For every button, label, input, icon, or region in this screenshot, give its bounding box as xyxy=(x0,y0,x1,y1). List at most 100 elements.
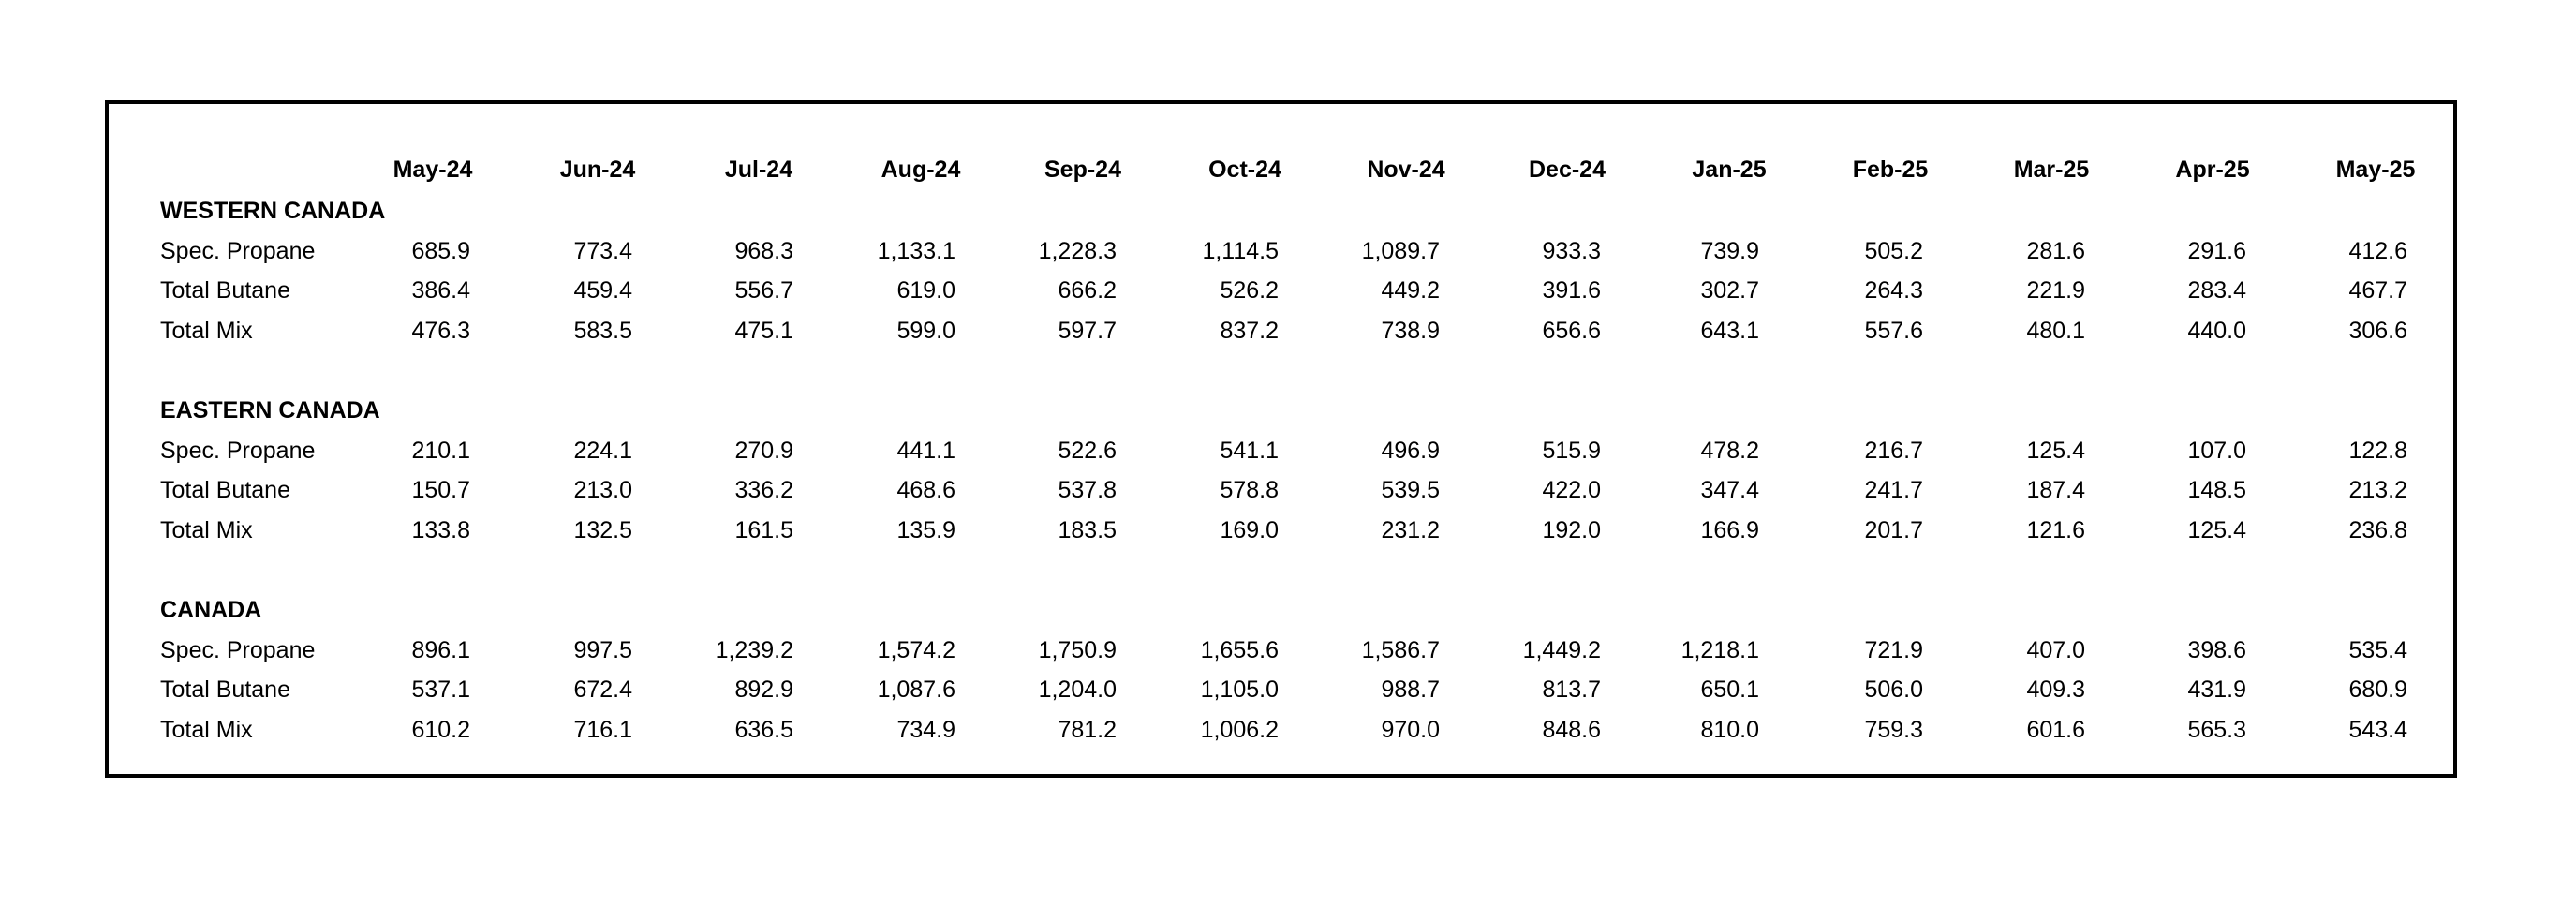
table-cell: 475.1 xyxy=(734,317,793,344)
table-cell: 241.7 xyxy=(1864,477,1923,503)
table-cell: 1,089.7 xyxy=(1361,237,1440,264)
column-header-dec-24: Dec-24 xyxy=(1529,156,1606,183)
table-cell: 264.3 xyxy=(1864,277,1923,304)
column-header-jun-24: Jun-24 xyxy=(559,156,636,183)
table-cell: 150.7 xyxy=(411,477,470,503)
table-cell: 148.5 xyxy=(2187,477,2246,503)
table-cell: 236.8 xyxy=(2348,516,2407,543)
table-cell: 537.1 xyxy=(411,677,470,703)
table-cell: 988.7 xyxy=(1381,677,1440,703)
table-cell: 386.4 xyxy=(411,277,470,304)
table-cell: 539.5 xyxy=(1381,477,1440,503)
table-cell: 132.5 xyxy=(573,516,632,543)
table-cell: 970.0 xyxy=(1381,716,1440,743)
table-cell: 739.9 xyxy=(1700,237,1759,264)
table-cell: 122.8 xyxy=(2348,437,2407,464)
table-cell: 565.3 xyxy=(2187,716,2246,743)
table-cell: 1,449.2 xyxy=(1522,636,1601,663)
row-label: Spec. Propane xyxy=(160,437,316,464)
table-cell: 541.1 xyxy=(1220,437,1279,464)
table-cell: 656.6 xyxy=(1542,317,1601,344)
table-cell: 302.7 xyxy=(1700,277,1759,304)
table-cell: 1,114.5 xyxy=(1202,237,1279,264)
table-cell: 643.1 xyxy=(1700,317,1759,344)
table-row: Spec. Propane 685.9 773.4 968.3 1,133.1 1,228… xyxy=(109,232,2453,270)
table-cell: 440.0 xyxy=(2187,317,2246,344)
table-cell: 161.5 xyxy=(734,516,793,543)
table-cell: 1,105.0 xyxy=(1200,677,1279,703)
table-cell: 810.0 xyxy=(1700,716,1759,743)
table-cell: 515.9 xyxy=(1542,437,1601,464)
table-cell: 685.9 xyxy=(411,237,470,264)
table-cell: 636.5 xyxy=(734,716,793,743)
table-cell: 306.6 xyxy=(2348,317,2407,344)
table-cell: 583.5 xyxy=(573,317,632,344)
table-cell: 407.0 xyxy=(2026,636,2085,663)
section-title-row: WESTERN CANADA xyxy=(109,192,2453,230)
table-cell: 666.2 xyxy=(1058,277,1117,304)
table-cell: 121.6 xyxy=(2026,516,2085,543)
table-row: Spec. Propane 210.1 224.1 270.9 441.1 522.6 54… xyxy=(109,432,2453,469)
table-cell: 557.6 xyxy=(1864,317,1923,344)
table-row: Spec. Propane 896.1 997.5 1,239.2 1,574.2 1,7… xyxy=(109,632,2453,669)
table-cell: 347.4 xyxy=(1700,477,1759,503)
section-title: WESTERN CANADA xyxy=(160,198,386,224)
table-cell: 1,228.3 xyxy=(1038,237,1117,264)
table-cell: 1,133.1 xyxy=(877,237,955,264)
table-cell: 133.8 xyxy=(411,516,470,543)
row-label: Total Butane xyxy=(160,277,290,304)
table-cell: 478.2 xyxy=(1700,437,1759,464)
table-row: Total Mix 476.3 583.5 475.1 599.0 597.7 837.2 7… xyxy=(109,312,2453,349)
table-cell: 125.4 xyxy=(2187,516,2246,543)
table-cell: 933.3 xyxy=(1542,237,1601,264)
column-header-jan-25: Jan-25 xyxy=(1692,156,1767,183)
header-row: May-24 Jun-24 Jul-24 Aug-24 Sep-24 Oct-24 Nov-… xyxy=(109,151,2453,188)
column-header-nov-24: Nov-24 xyxy=(1367,156,1445,183)
section-title-row: EASTERN CANADA xyxy=(109,392,2453,429)
table-cell: 672.4 xyxy=(573,677,632,703)
row-label: Total Mix xyxy=(160,716,253,743)
table-cell: 107.0 xyxy=(2187,437,2246,464)
table-cell: 716.1 xyxy=(573,716,632,743)
table-cell: 213.0 xyxy=(573,477,632,503)
table-cell: 291.6 xyxy=(2187,237,2246,264)
table-cell: 506.0 xyxy=(1864,677,1923,703)
row-label: Spec. Propane xyxy=(160,636,316,663)
column-header-feb-25: Feb-25 xyxy=(1852,156,1929,183)
column-header-apr-25: Apr-25 xyxy=(2175,156,2250,183)
table-cell: 449.2 xyxy=(1381,277,1440,304)
table-cell: 556.7 xyxy=(734,277,793,304)
table-cell: 619.0 xyxy=(896,277,955,304)
row-label: Spec. Propane xyxy=(160,237,316,264)
table-cell: 610.2 xyxy=(411,716,470,743)
table-cell: 535.4 xyxy=(2348,636,2407,663)
row-label: Total Butane xyxy=(160,477,290,503)
table-cell: 281.6 xyxy=(2026,237,2085,264)
table-row: Total Butane 386.4 459.4 556.7 619.0 666.2 526… xyxy=(109,272,2453,309)
column-header-sep-24: Sep-24 xyxy=(1044,156,1121,183)
table-cell: 213.2 xyxy=(2348,477,2407,503)
column-header-oct-24: Oct-24 xyxy=(1208,156,1281,183)
table-cell: 336.2 xyxy=(734,477,793,503)
table-cell: 480.1 xyxy=(2026,317,2085,344)
table-cell: 398.6 xyxy=(2187,636,2246,663)
table-cell: 224.1 xyxy=(573,437,632,464)
table-cell: 1,574.2 xyxy=(877,636,955,663)
table-cell: 578.8 xyxy=(1220,477,1279,503)
table-cell: 1,204.0 xyxy=(1038,677,1117,703)
data-table-frame: May-24 Jun-24 Jul-24 Aug-24 Sep-24 Oct-24 Nov-… xyxy=(105,100,2457,778)
column-header-mar-25: Mar-25 xyxy=(2013,156,2090,183)
row-label: Total Butane xyxy=(160,677,290,703)
table-cell: 773.4 xyxy=(573,237,632,264)
table-row: Total Butane 150.7 213.0 336.2 468.6 537.8 578… xyxy=(109,471,2453,509)
table-cell: 135.9 xyxy=(896,516,955,543)
table-cell: 1,006.2 xyxy=(1200,716,1279,743)
table-cell: 781.2 xyxy=(1058,716,1117,743)
table-cell: 650.1 xyxy=(1700,677,1759,703)
table-cell: 476.3 xyxy=(411,317,470,344)
table-cell: 543.4 xyxy=(2348,716,2407,743)
table-cell: 1,655.6 xyxy=(1200,636,1279,663)
column-header-aug-24: Aug-24 xyxy=(881,156,961,183)
table-cell: 599.0 xyxy=(896,317,955,344)
table-cell: 1,218.1 xyxy=(1680,636,1759,663)
